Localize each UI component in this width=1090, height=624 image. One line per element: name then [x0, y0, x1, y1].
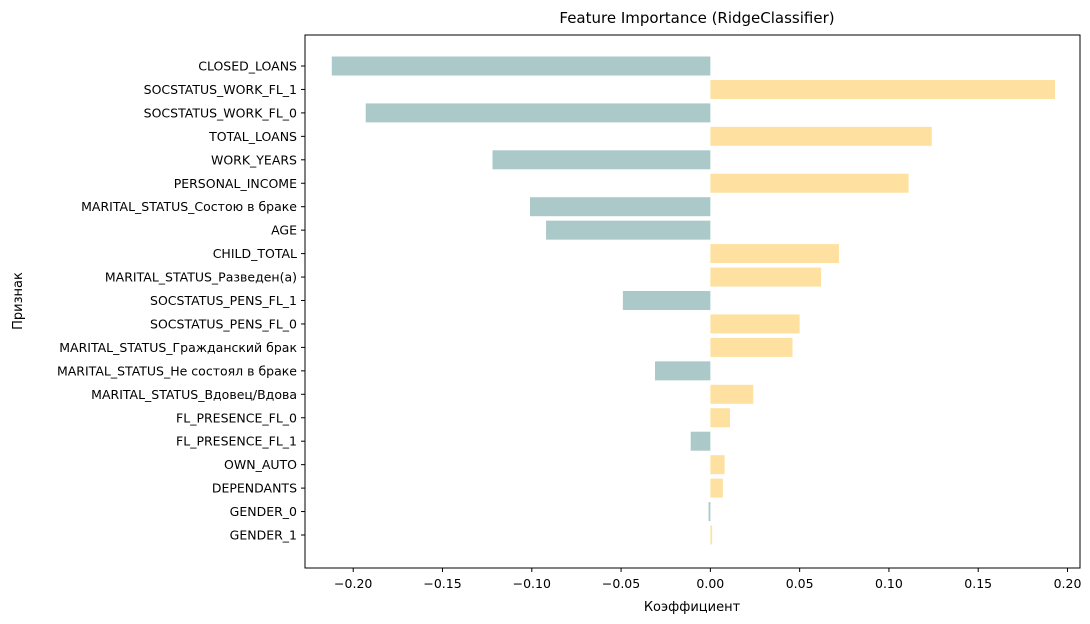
y-tick-label: CLOSED_LOANS — [198, 59, 297, 74]
y-tick-label: GENDER_0 — [230, 504, 297, 519]
y-tick-label: WORK_YEARS — [211, 152, 297, 167]
bar — [710, 337, 793, 357]
bar — [710, 267, 822, 287]
y-tick-label: SOCSTATUS_WORK_FL_0 — [144, 105, 297, 120]
y-axis-label: Признак — [11, 272, 26, 330]
bar — [710, 525, 713, 545]
chart-title: Feature Importance (RidgeClassifier) — [559, 9, 834, 27]
bar — [710, 408, 730, 428]
bar — [331, 56, 711, 76]
plot-frame — [304, 34, 1081, 569]
y-tick-label: PERSONAL_INCOME — [174, 176, 297, 191]
y-tick-label: SOCSTATUS_WORK_FL_1 — [144, 82, 297, 97]
y-tick-label: FL_PRESENCE_FL_0 — [176, 410, 297, 425]
bar — [710, 244, 839, 264]
bar — [710, 126, 932, 146]
bar — [710, 384, 754, 404]
x-tick-label: 0.10 — [875, 576, 903, 591]
y-tick-label: MARITAL_STATUS_Гражданский брак — [59, 340, 297, 355]
bar — [365, 103, 711, 123]
y-tick-label: MARITAL_STATUS_Не состоял в браке — [57, 363, 297, 378]
y-tick-label: AGE — [271, 223, 297, 238]
bar — [655, 361, 711, 381]
y-tick-label: SOCSTATUS_PENS_FL_1 — [150, 293, 297, 308]
y-tick-label: GENDER_1 — [230, 528, 297, 543]
x-tick-label: −0.10 — [513, 576, 551, 591]
bars-group — [331, 56, 1055, 545]
x-tick-label: 0.15 — [964, 576, 992, 591]
y-tick-label: CHILD_TOTAL — [213, 246, 297, 261]
x-axis-ticks: −0.20 −0.15 −0.10 −0.05 0.00 0.05 0.10 0.15 0.20 — [334, 568, 1081, 591]
x-tick-label: −0.20 — [334, 576, 372, 591]
bar — [710, 314, 800, 334]
y-tick-label: MARITAL_STATUS_Разведен(а) — [105, 270, 297, 285]
bar — [710, 173, 909, 193]
y-tick-label: FL_PRESENCE_FL_1 — [176, 434, 297, 449]
y-tick-label: OWN_AUTO — [224, 457, 297, 472]
y-tick-label: TOTAL_LOANS — [208, 129, 297, 144]
bar — [546, 220, 711, 240]
bar — [710, 478, 723, 498]
x-tick-label: 0.05 — [786, 576, 814, 591]
bar — [690, 431, 711, 451]
y-axis-ticks: CLOSED_LOANS SOCSTATUS_WORK_FL_1 SOCSTATUS… — [57, 59, 305, 543]
y-tick-label: SOCSTATUS_PENS_FL_0 — [150, 316, 297, 331]
bar — [708, 502, 711, 522]
x-tick-label: 0.00 — [696, 576, 724, 591]
y-tick-label: MARITAL_STATUS_Состою в браке — [81, 199, 297, 214]
y-tick-label: DEPENDANTS — [212, 481, 297, 496]
bar — [710, 79, 1055, 99]
bar — [710, 455, 725, 475]
bar — [530, 197, 711, 217]
x-tick-label: −0.05 — [602, 576, 640, 591]
x-tick-label: −0.15 — [423, 576, 461, 591]
y-tick-label: MARITAL_STATUS_Вдовец/Вдова — [91, 387, 297, 402]
x-tick-label: 0.20 — [1054, 576, 1082, 591]
x-axis-label: Коэффициент — [644, 600, 741, 615]
bar — [622, 291, 711, 310]
bar — [492, 150, 711, 170]
